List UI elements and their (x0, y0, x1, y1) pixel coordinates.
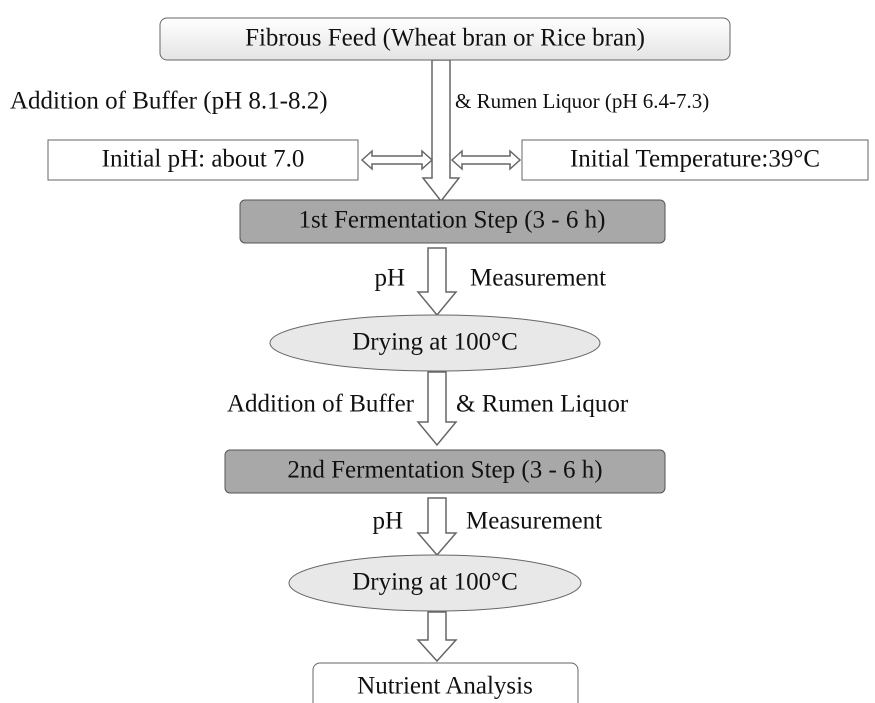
node-box (312, 662, 579, 703)
edge-label: & Rumen Liquor (pH 6.4-7.3) (455, 89, 709, 113)
arrow (421, 59, 461, 203)
node-box (224, 449, 666, 494)
edge-label: & Rumen Liquor (456, 391, 629, 418)
node-label: Initial Temperature:39°C (570, 146, 820, 173)
node-label: 1st Fermentation Step (3 - 6 h) (299, 207, 606, 234)
edge-label: Addition of Buffer (pH 8.1-8.2) (10, 88, 328, 115)
node-label: Initial pH: about 7.0 (102, 146, 305, 173)
double-arrow (450, 149, 522, 171)
node-box (239, 199, 666, 244)
arrow (416, 497, 458, 557)
edge-label: Measurement (470, 265, 606, 292)
arrow (416, 611, 458, 663)
node-label: Nutrient Analysis (357, 673, 533, 700)
node-label: Drying at 100°C (352, 329, 518, 356)
edge-label: Addition of Buffer (227, 391, 415, 418)
node-label: 2nd Fermentation Step (3 - 6 h) (287, 457, 602, 484)
node-ellipse (288, 554, 582, 612)
node-label: Drying at 100°C (352, 569, 518, 596)
arrow (416, 371, 458, 447)
edge-label: pH (372, 508, 403, 535)
edge-label: pH (374, 265, 405, 292)
node-box (159, 17, 731, 61)
node-box (521, 139, 869, 181)
edge-label: Measurement (466, 508, 602, 535)
node-box (47, 139, 359, 181)
node-ellipse (269, 314, 601, 372)
arrow (416, 247, 458, 317)
double-arrow (360, 149, 434, 171)
node-label: Fibrous Feed (Wheat bran or Rice bran) (245, 25, 645, 52)
